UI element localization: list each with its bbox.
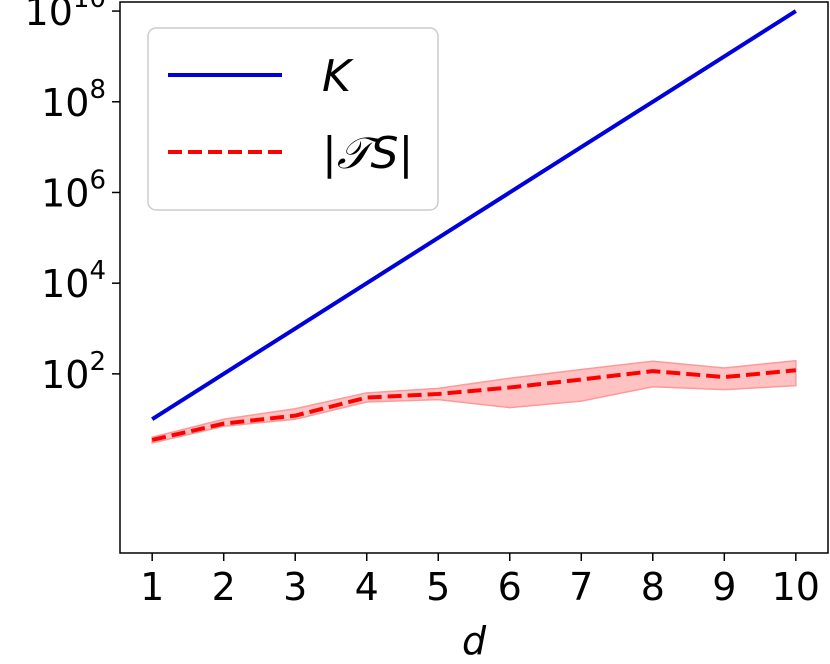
x-tick-label: 7 <box>569 565 593 609</box>
x-tick-label: 5 <box>426 565 450 609</box>
x-tick-label: 1 <box>140 565 164 609</box>
y-tick-label: 102 <box>41 347 106 397</box>
plot-frame <box>119 1 829 554</box>
series-line-ts <box>151 368 797 442</box>
x-axis: 1 2 3 4 5 6 7 8 9 10 <box>140 553 820 609</box>
x-tick-label: 2 <box>212 565 236 609</box>
x-tick-label: 3 <box>283 565 307 609</box>
y-tick-label: 106 <box>41 165 106 215</box>
series-line-k <box>151 9 797 421</box>
legend: K |𝒯S| <box>147 27 439 211</box>
confidence-band-layer <box>151 359 797 444</box>
legend-box <box>147 27 439 211</box>
confidence-band <box>151 359 797 444</box>
x-tick-label: 6 <box>498 565 522 609</box>
legend-label: K <box>322 51 354 102</box>
x-axis-label: d <box>462 619 487 663</box>
x-tick-label: 10 <box>772 565 820 609</box>
series-lines-layer <box>151 9 797 442</box>
y-tick-label: 104 <box>41 256 106 306</box>
legend-label: |𝒯S| <box>322 128 413 179</box>
x-tick-label: 8 <box>641 565 665 609</box>
x-tick-label: 4 <box>355 565 379 609</box>
x-tick-label: 9 <box>712 565 736 609</box>
y-tick-label: 108 <box>41 75 106 125</box>
